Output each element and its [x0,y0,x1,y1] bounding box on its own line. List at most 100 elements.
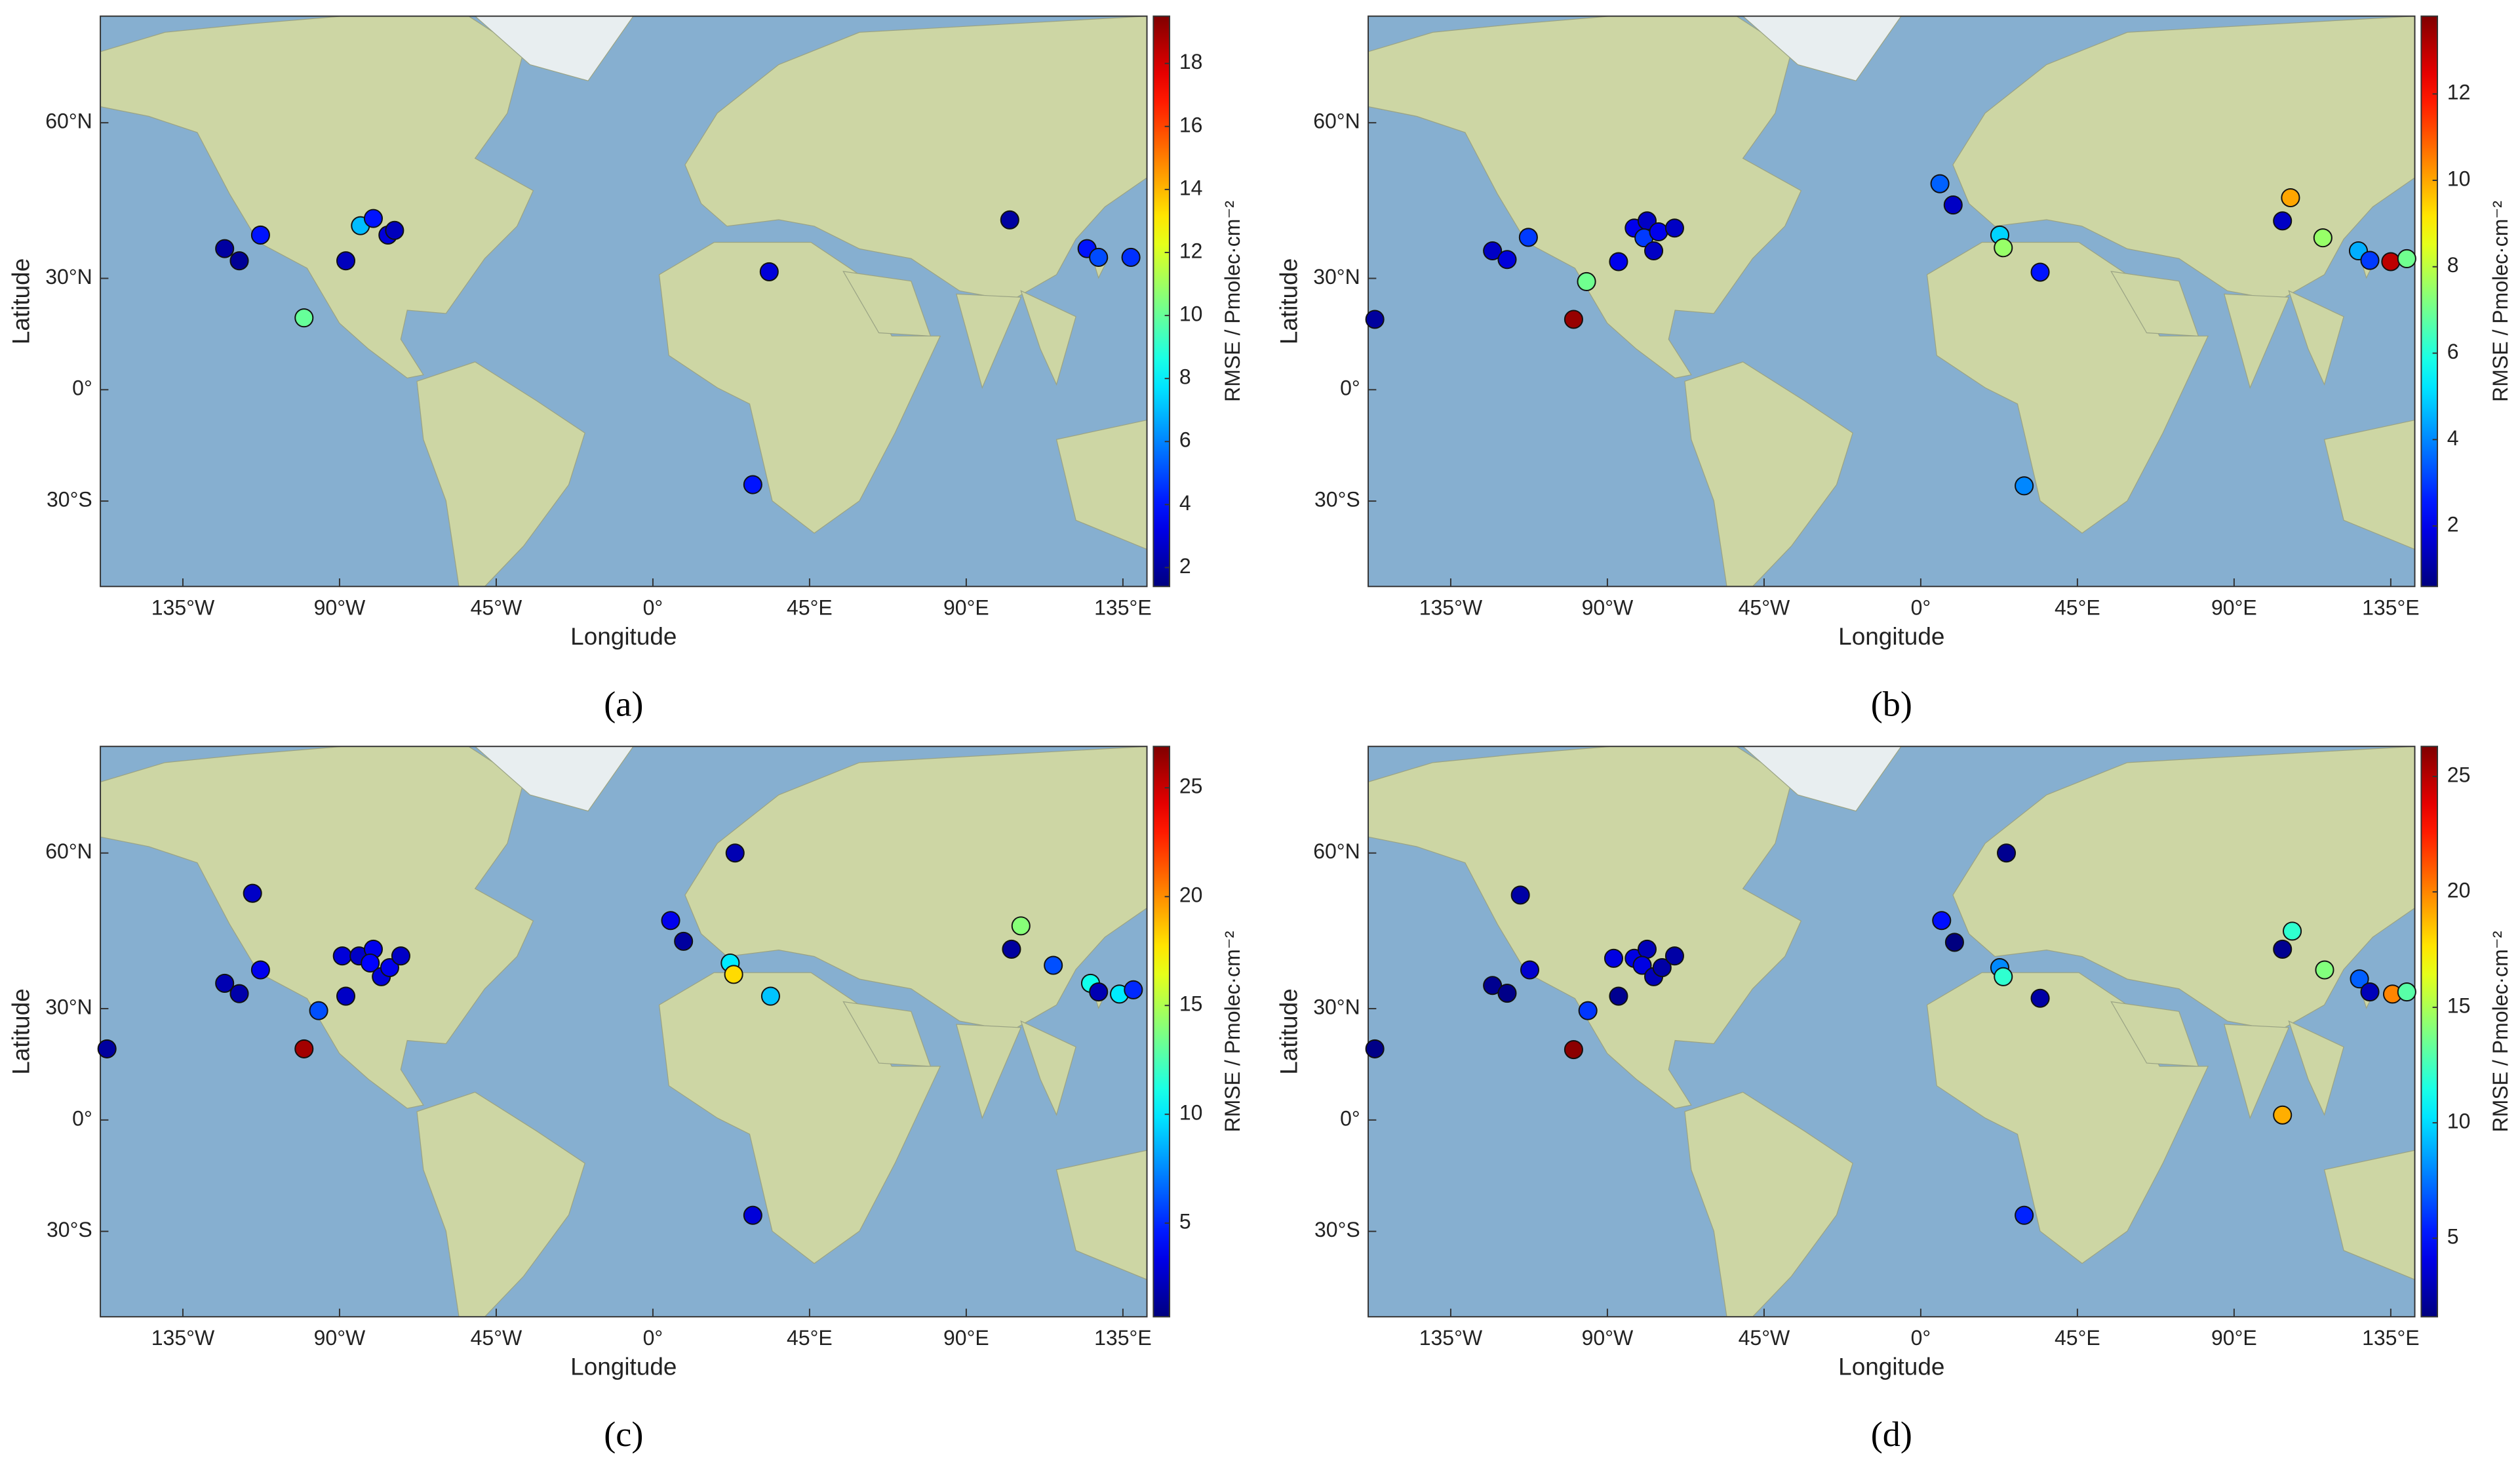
station-point [661,911,680,931]
station-point [294,308,314,328]
x-tick-label: 90°W [314,1326,366,1350]
station-point [2381,252,2401,271]
colorbar-tick-label: 5 [1179,1210,1191,1234]
station-point [1520,960,1540,980]
colorbar-label: RMSE / Pmolec·cm⁻² [1221,931,1244,1132]
colorbar-tick-label: 16 [1179,113,1203,136]
station-point [97,1039,117,1058]
colorbar-tick-label: 5 [2447,1225,2459,1249]
y-tick-label: 30°S [47,1218,92,1241]
station-point [229,251,249,271]
station-point [724,965,743,984]
colorbar-tick-label: 10 [1179,302,1203,326]
x-tick-label: 45°E [787,1326,833,1350]
station-point [250,960,270,980]
plot-frame [1368,15,2416,588]
colorbar-tick-label: 4 [2447,426,2459,450]
colorbar-tick-label: 10 [2447,167,2471,190]
station-point [294,1039,314,1058]
station-point [1994,238,2013,258]
x-tick-label: 45°E [2055,1326,2100,1350]
station-point [743,1205,762,1225]
x-tick-label: 135°W [1419,595,1483,619]
x-tick-label: 90°W [1582,1326,1634,1350]
station-point [1932,911,1952,931]
colorbar-tick-label: 15 [1179,992,1203,1016]
colorbar-tick-label: 4 [1179,491,1191,515]
x-tick-label: 45°W [1739,1326,1790,1350]
station-point [309,1001,328,1020]
station-point [1632,955,1652,975]
y-axis-label: Latitude [1276,258,1303,344]
station-point [2281,188,2300,208]
x-tick-label: 135°W [151,1326,215,1350]
colorbar-label: RMSE / Pmolec·cm⁻² [2489,931,2512,1132]
colorbar [1152,746,1171,1317]
station-point [1943,195,1963,215]
colorbar-tick-label: 10 [1179,1101,1203,1125]
x-tick-label: 90°E [943,595,989,619]
station-point [2015,1205,2034,1225]
station-point [391,946,410,966]
station-point [1564,1040,1583,1060]
x-tick-label: 45°E [787,595,833,619]
y-axis-label: Latitude [1276,988,1303,1074]
x-axis-label: Longitude [1838,1353,1944,1380]
colorbar-tick-label: 12 [1179,239,1203,262]
station-point [1649,222,1668,242]
x-tick-label: 0° [1911,1326,1931,1350]
y-axis-label: Latitude [8,988,35,1074]
station-point [2030,262,2050,282]
x-axis-label: Longitude [570,623,677,650]
station-point [1604,948,1624,968]
x-tick-label: 90°W [1582,595,1634,619]
x-tick-label: 135°W [151,595,215,619]
y-tick-label: 60°N [45,110,92,133]
station-point [1089,982,1109,1002]
station-point [1510,885,1530,905]
x-tick-label: 90°E [2211,1326,2257,1350]
station-point [1664,218,1684,238]
colorbar [2420,15,2438,588]
station-point [2273,939,2293,959]
y-tick-label: 30°N [45,265,92,289]
basemap [100,746,1147,1317]
colorbar-tick-label: 20 [1179,883,1203,907]
colorbar-tick-label: 8 [1179,365,1191,389]
colorbar-tick-label: 25 [2447,763,2471,786]
station-point [2397,982,2416,1002]
station-point [2360,982,2380,1002]
station-point [336,986,356,1006]
y-tick-label: 30°S [47,488,92,512]
y-tick-label: 60°N [1313,839,1360,863]
y-tick-label: 0° [72,376,92,400]
station-point [743,475,762,494]
x-tick-label: 90°E [2211,595,2257,619]
station-point [215,973,235,993]
station-point [1497,250,1517,270]
colorbar-label: RMSE / Pmolec·cm⁻² [2489,201,2512,402]
y-axis-label: Latitude [8,258,35,344]
x-tick-label: 45°W [471,1326,522,1350]
y-tick-label: 30°S [1314,488,1360,512]
x-tick-label: 0° [1911,595,1931,619]
x-tick-label: 90°E [943,1326,989,1350]
basemap [100,16,1147,587]
y-tick-label: 30°N [1313,265,1360,289]
station-point [1664,946,1684,966]
station-point [1994,967,2013,986]
station-point [229,984,249,1003]
station-point [1365,310,1385,329]
station-point [1997,843,2017,863]
basemap [1368,16,2415,587]
colorbar-tick-label: 10 [2447,1110,2471,1133]
x-tick-label: 135°E [2362,1326,2420,1350]
station-point [2030,988,2050,1008]
x-tick-label: 90°W [314,595,366,619]
station-point [2360,251,2380,270]
station-point [725,843,745,863]
x-tick-label: 0° [643,595,663,619]
station-point [1637,939,1657,959]
x-tick-label: 135°E [1094,595,1152,619]
